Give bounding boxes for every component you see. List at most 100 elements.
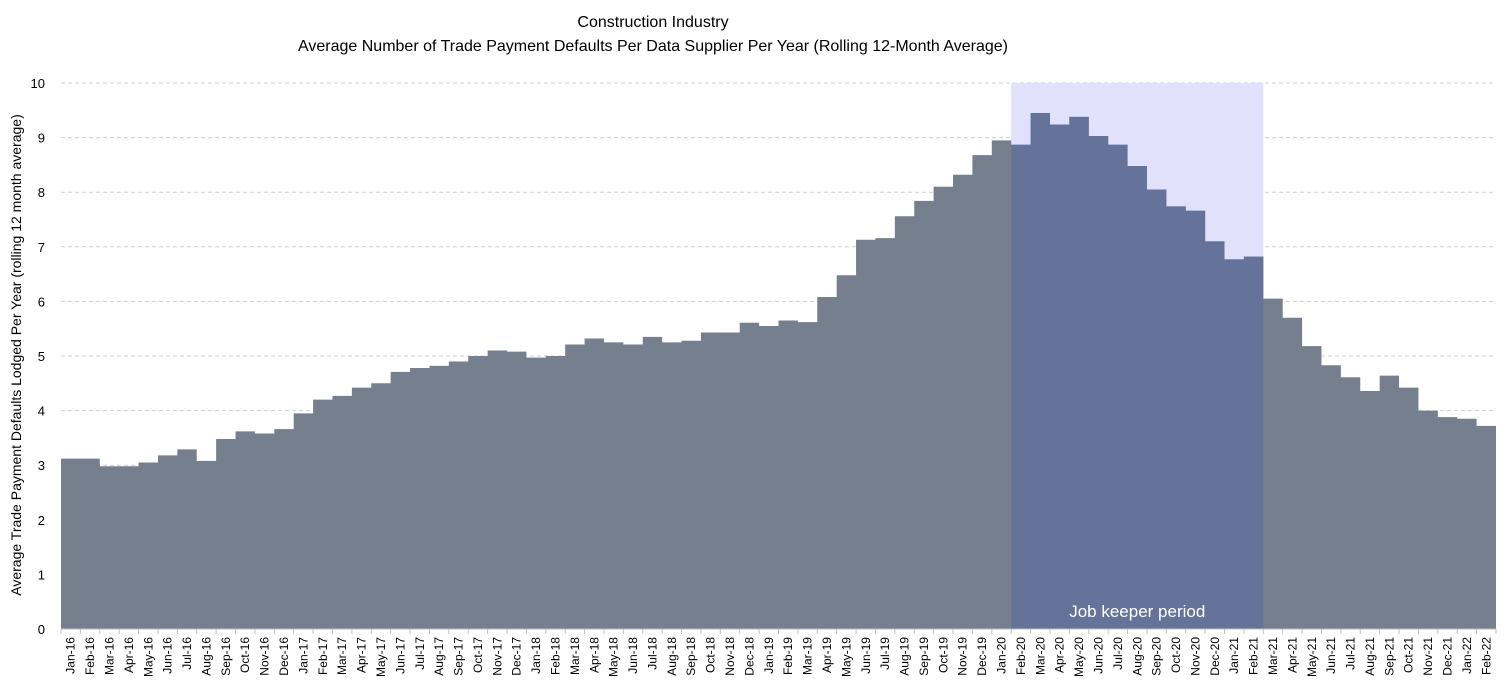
x-tick-label: Jun-20 <box>1091 637 1105 674</box>
bar-Sep-17 <box>449 361 468 629</box>
bar-Jul-19 <box>875 238 894 629</box>
bar-Aug-16 <box>197 461 216 629</box>
job-keeper-label: Job keeper period <box>1069 602 1205 621</box>
x-tick-label: Aug-17 <box>432 637 446 676</box>
y-tick-label: 9 <box>38 131 45 146</box>
x-tick-label: Apr-17 <box>355 637 369 673</box>
y-tick-labels: 0 1 2 3 4 5 6 7 8 9 10 <box>31 76 45 637</box>
x-tick-label: Jun-18 <box>626 637 640 674</box>
x-tick-label: Feb-18 <box>548 637 562 675</box>
bar-Jun-18 <box>623 345 642 629</box>
x-tick-label: Apr-20 <box>1053 637 1067 673</box>
x-tick-label: Sep-18 <box>684 637 698 676</box>
x-tick-label: Jan-19 <box>762 637 776 674</box>
y-tick-label: 3 <box>38 458 45 473</box>
x-tick-label: Jan-20 <box>995 637 1009 674</box>
bar-Oct-19 <box>934 187 953 629</box>
x-tick-label: Feb-20 <box>1014 637 1028 675</box>
bar-Jan-17 <box>294 413 313 629</box>
x-tick-label: Apr-16 <box>122 637 136 673</box>
y-tick-label: 5 <box>38 349 45 364</box>
x-tick-label: Jul-18 <box>645 637 659 670</box>
x-tick-label: Mar-20 <box>1033 637 1047 675</box>
x-tick-label: Nov-18 <box>723 637 737 676</box>
x-tick-label: Jan-21 <box>1227 637 1241 674</box>
bar-Apr-17 <box>352 388 371 629</box>
bar-Jul-16 <box>177 449 196 629</box>
highlight-overlap-area <box>1011 113 1264 629</box>
bar-Jan-19 <box>759 326 778 629</box>
bar-Nov-16 <box>255 434 274 629</box>
y-tick-label: 7 <box>38 240 45 255</box>
x-tick-label: Aug-21 <box>1363 637 1377 676</box>
bar-Aug-19 <box>895 216 914 629</box>
x-tick-label: Oct-17 <box>471 637 485 673</box>
x-tick-label: Sep-17 <box>452 637 466 676</box>
bar-Mar-17 <box>332 396 351 629</box>
bar-Dec-18 <box>740 323 759 629</box>
x-tick-label: Dec-20 <box>1208 637 1222 676</box>
x-tick-label: Mar-18 <box>568 637 582 675</box>
x-tick-label: Feb-16 <box>83 637 97 675</box>
bar-Aug-21 <box>1360 391 1379 629</box>
bar-Jun-21 <box>1321 365 1340 629</box>
x-tick-label: Feb-21 <box>1247 637 1261 675</box>
x-tick-label: Dec-19 <box>975 637 989 676</box>
bar-Sep-18 <box>682 341 701 629</box>
bar-Jan-22 <box>1457 419 1476 629</box>
area-series <box>61 113 1496 629</box>
x-tick-label: May-19 <box>839 637 853 677</box>
bar-Sep-16 <box>216 439 235 629</box>
bar-Nov-18 <box>720 333 739 629</box>
bar-Jun-19 <box>856 240 875 629</box>
x-tick-label: Jul-20 <box>1111 637 1125 670</box>
bar-Jun-17 <box>391 372 410 629</box>
y-tick-label: 4 <box>38 404 45 419</box>
x-tick-label: Apr-18 <box>587 637 601 673</box>
y-tick-label: 2 <box>38 513 45 528</box>
x-tick-label: May-20 <box>1072 637 1086 677</box>
y-tick-label: 0 <box>38 622 45 637</box>
x-tick-label: Nov-19 <box>956 637 970 676</box>
bar-Jul-18 <box>643 337 662 629</box>
bar-Mar-16 <box>100 466 119 629</box>
x-tick-label: Jun-19 <box>859 637 873 674</box>
x-tick-label: Jan-16 <box>64 637 78 674</box>
bar-Oct-16 <box>236 431 255 629</box>
y-tick-label: 6 <box>38 294 45 309</box>
x-tick-label: Feb-17 <box>316 637 330 675</box>
bar-Apr-21 <box>1283 318 1302 629</box>
x-tick-label: Nov-20 <box>1188 637 1202 676</box>
x-tick-label: Nov-16 <box>258 637 272 676</box>
x-tick-label: Aug-18 <box>665 637 679 676</box>
x-tick-label: Oct-20 <box>1169 637 1183 673</box>
x-tick-label: Jun-17 <box>393 637 407 674</box>
bar-Jan-18 <box>526 358 545 629</box>
bar-Aug-18 <box>662 342 681 629</box>
x-tick-labels: Jan-16 Feb-16 Mar-16 Apr-16 May-16 Jun-16 Jul-… <box>64 637 1494 677</box>
bar-Apr-18 <box>585 339 604 629</box>
bar-Dec-16 <box>274 429 293 629</box>
bar-Mar-19 <box>798 322 817 629</box>
bar-Jan-20 <box>992 140 1011 629</box>
bar-Aug-17 <box>429 366 448 629</box>
bar-Feb-16 <box>80 459 99 629</box>
highlight-label-group: Job keeper period <box>1069 602 1205 621</box>
bar-Feb-18 <box>546 356 565 629</box>
x-tick-label: May-17 <box>374 637 388 677</box>
x-tick-label: Oct-18 <box>704 637 718 673</box>
x-tick-label: Mar-16 <box>102 637 116 675</box>
highlight-overlap <box>1011 113 1264 629</box>
bar-Jun-16 <box>158 455 177 629</box>
bar-Jul-17 <box>410 368 429 629</box>
x-tick-label: May-18 <box>607 637 621 677</box>
x-tick-label: Dec-17 <box>510 637 524 676</box>
bar-Feb-19 <box>779 321 798 629</box>
bar-Dec-17 <box>507 352 526 629</box>
x-tick-label: Nov-21 <box>1421 637 1435 676</box>
x-tick-label: Apr-19 <box>820 637 834 673</box>
x-tick-label: Jul-21 <box>1344 637 1358 670</box>
bar-Feb-17 <box>313 400 332 629</box>
x-tick-label: Sep-20 <box>1150 637 1164 676</box>
bar-Sep-19 <box>914 201 933 629</box>
